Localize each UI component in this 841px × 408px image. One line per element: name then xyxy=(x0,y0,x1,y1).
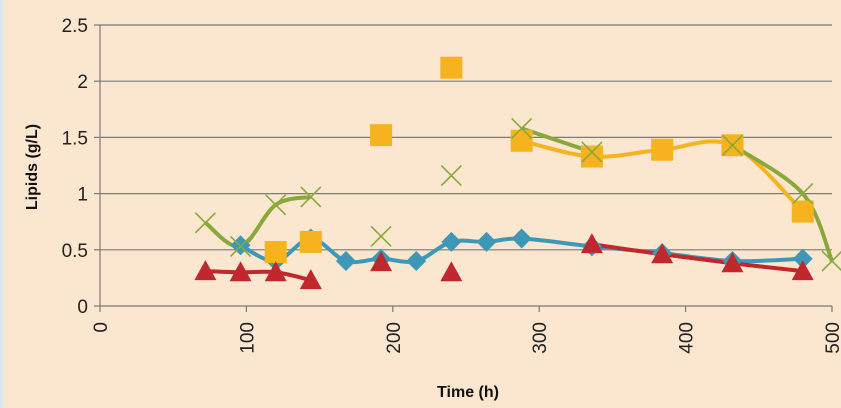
y-tick-label: 2.5 xyxy=(62,16,88,37)
diamond-marker xyxy=(792,248,813,269)
x-marker xyxy=(440,165,462,187)
triangle-marker xyxy=(580,233,603,254)
triangle-marker xyxy=(651,243,674,264)
diamond-marker xyxy=(476,231,497,252)
diamond-marker xyxy=(441,231,462,252)
y-tick-label: 2 xyxy=(77,72,88,93)
x-tick-label: 300 xyxy=(530,322,551,354)
x-tick-label: 400 xyxy=(677,322,698,354)
square-marker xyxy=(651,138,674,161)
series-line xyxy=(731,143,834,262)
diamond-marker xyxy=(406,251,427,272)
axes xyxy=(94,24,833,312)
square-marker xyxy=(440,56,463,79)
triangle-marker xyxy=(194,260,217,281)
x-marker xyxy=(792,183,814,205)
x-marker xyxy=(581,141,603,163)
x-marker xyxy=(194,212,216,234)
triangle-marker xyxy=(791,260,814,281)
x-tick-label: 200 xyxy=(384,322,405,354)
square-marker xyxy=(370,124,393,147)
triangle-marker xyxy=(440,261,463,282)
series-line xyxy=(205,269,312,283)
x-tick-label: 100 xyxy=(237,322,258,354)
triangle-marker xyxy=(370,251,393,272)
y-tick-label: 1 xyxy=(77,185,88,206)
x-marker xyxy=(511,117,533,139)
x-axis-title: Time (h) xyxy=(437,384,499,401)
triangle-marker xyxy=(721,252,744,273)
series-line xyxy=(591,242,803,274)
y-tick-label: 0.5 xyxy=(62,241,88,262)
y-tick-label: 1.5 xyxy=(62,128,88,149)
diamond-marker xyxy=(335,251,356,272)
square-marker xyxy=(791,200,814,223)
series-line xyxy=(204,194,312,249)
square-marker xyxy=(510,129,533,152)
square-marker xyxy=(264,241,287,264)
triangle-marker xyxy=(299,269,322,290)
x-marker xyxy=(300,186,322,208)
x-tick-label: 500 xyxy=(823,322,841,354)
x-marker xyxy=(229,235,252,257)
x-marker xyxy=(721,134,744,156)
square-marker xyxy=(580,145,603,168)
tick-labels: 0 0.5 1 1.5 2 2.5 0 100 200 300 400 500 xyxy=(62,16,841,354)
x-marker xyxy=(821,250,841,272)
series-markers xyxy=(194,56,841,290)
y-axis-title: Lipids (g/L) xyxy=(24,124,41,210)
x-tick-label: 0 xyxy=(91,322,112,333)
x-marker xyxy=(265,194,287,216)
diamond-marker xyxy=(511,228,532,249)
square-marker xyxy=(299,230,322,253)
triangle-marker xyxy=(264,261,287,282)
grid-lines xyxy=(100,24,832,251)
y-tick-label: 0 xyxy=(77,297,88,318)
x-marker xyxy=(370,225,392,247)
triangle-marker xyxy=(229,261,252,282)
